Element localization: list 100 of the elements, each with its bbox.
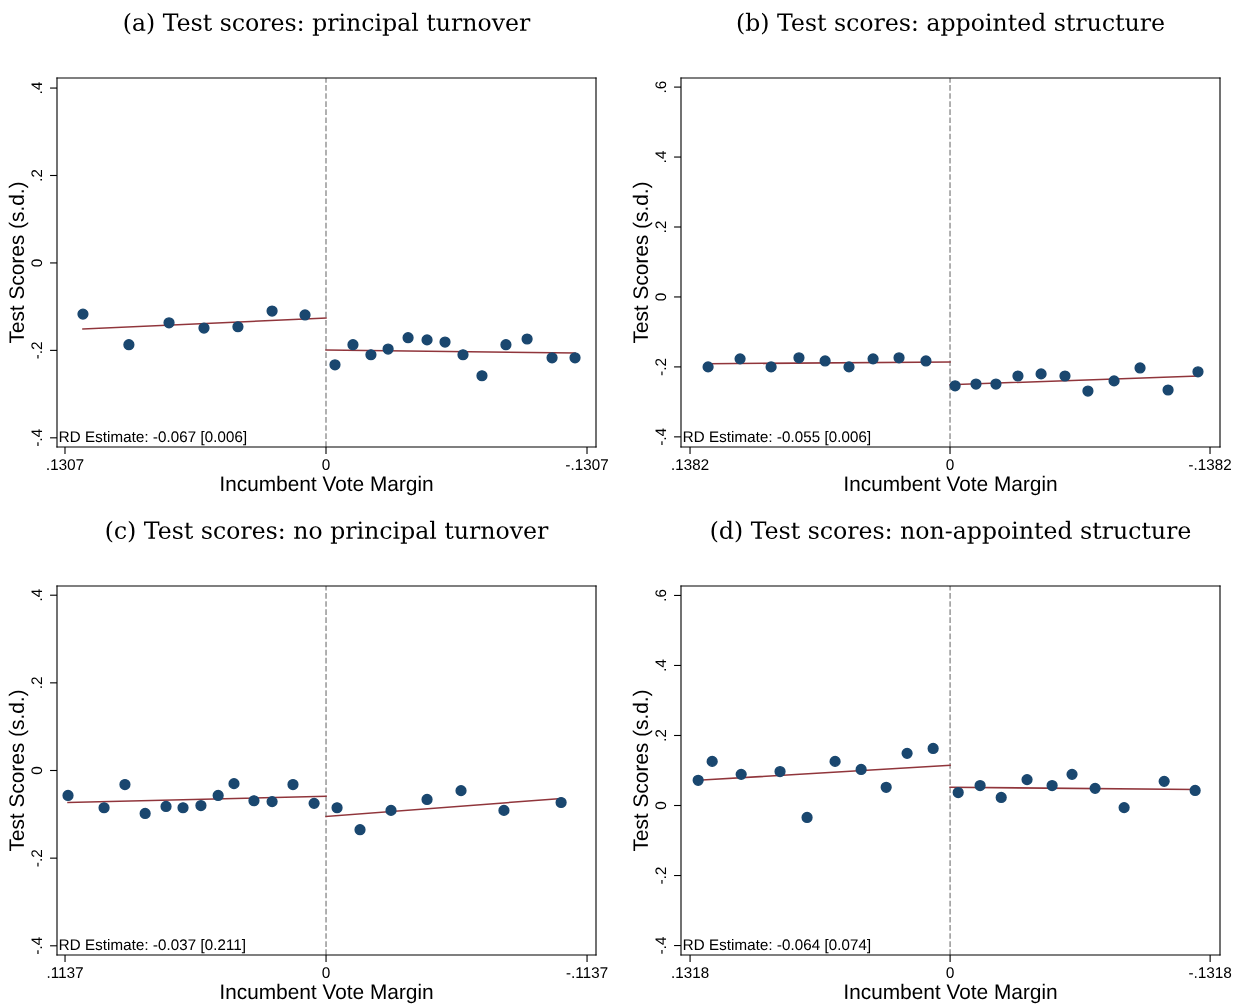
- point: [1192, 366, 1204, 378]
- point: [555, 796, 567, 809]
- point: [735, 768, 747, 780]
- point: [829, 755, 841, 768]
- point: [139, 807, 151, 820]
- point: [457, 349, 469, 361]
- annotation: RD Estimate: -0.037 [0.211]: [59, 938, 245, 954]
- y-axis-title: Test Scores (s.d.): [8, 182, 29, 344]
- point: [880, 781, 892, 793]
- x-tick-label: .1318: [672, 967, 709, 979]
- point: [1046, 779, 1058, 792]
- point: [1089, 782, 1101, 794]
- chart-title: (d) Test scores: non-appointed structure: [711, 520, 1191, 544]
- y-tick-label: -.4: [31, 429, 43, 447]
- point: [546, 352, 558, 364]
- y-tick-label: .6: [655, 81, 667, 93]
- point: [212, 789, 224, 802]
- point: [1108, 375, 1120, 387]
- point: [402, 332, 414, 344]
- point: [266, 796, 278, 808]
- y-tick-label: .4: [31, 589, 43, 601]
- point: [287, 778, 299, 791]
- point: [195, 799, 207, 812]
- point: [819, 355, 831, 367]
- point: [421, 334, 433, 346]
- point: [299, 309, 311, 321]
- x-axis-title: Incumbent Vote Margin: [221, 475, 433, 496]
- point: [990, 378, 1002, 390]
- point: [952, 786, 964, 799]
- point: [232, 321, 244, 333]
- y-tick-label: .2: [655, 729, 667, 741]
- point: [266, 305, 278, 317]
- y-tick-label: 0: [655, 293, 667, 301]
- x-axis-title: Incumbent Vote Margin: [221, 983, 433, 1004]
- point: [439, 336, 451, 348]
- point: [1162, 384, 1174, 396]
- point: [569, 352, 581, 364]
- point: [455, 785, 467, 797]
- point: [774, 765, 786, 778]
- y-tick-label: .6: [655, 589, 667, 601]
- point: [123, 339, 135, 351]
- annotation: RD Estimate: -0.055 [0.006]: [683, 430, 871, 446]
- point: [177, 802, 189, 814]
- point: [920, 355, 932, 367]
- y-tick-label: 0: [31, 766, 43, 775]
- point: [1035, 368, 1047, 380]
- x-tick-label: 0: [322, 459, 330, 471]
- point: [476, 370, 488, 382]
- x-tick-label: .1307: [47, 459, 84, 471]
- point: [163, 317, 175, 329]
- point: [1021, 773, 1033, 786]
- y-axis-title: Test Scores (s.d.): [8, 690, 29, 852]
- point: [734, 353, 746, 365]
- x-axis-title: Incumbent Vote Margin: [845, 475, 1057, 496]
- point: [702, 361, 714, 373]
- point: [949, 380, 961, 392]
- point: [974, 779, 986, 792]
- point: [329, 359, 341, 371]
- y-axis-title: Test Scores (s.d.): [632, 182, 653, 344]
- point: [228, 778, 240, 790]
- point: [901, 747, 913, 759]
- point: [421, 793, 433, 806]
- x-axis-title: Incumbent Vote Margin: [845, 983, 1057, 1004]
- point: [385, 804, 397, 816]
- x-tick-label: -.1307: [566, 459, 608, 471]
- point: [893, 352, 905, 364]
- chart-title: (c) Test scores: no principal turnover: [106, 520, 549, 544]
- point: [1082, 385, 1094, 397]
- x-tick-label: 0: [946, 967, 954, 979]
- point: [198, 322, 210, 334]
- y-tick-label: -.2: [655, 358, 667, 376]
- annotation: RD Estimate: -0.064 [0.074]: [683, 938, 871, 954]
- point: [692, 774, 704, 786]
- point: [801, 811, 813, 824]
- point: [1066, 768, 1078, 780]
- point: [855, 763, 867, 776]
- point: [765, 361, 777, 373]
- point: [119, 778, 131, 791]
- point: [77, 308, 89, 320]
- y-tick-label: .4: [655, 659, 667, 671]
- point: [1059, 370, 1071, 382]
- x-tick-label: 0: [946, 459, 954, 471]
- point: [347, 339, 359, 351]
- point: [160, 800, 172, 813]
- point: [793, 352, 805, 364]
- chart-title: (b) Test scores: appointed structure: [737, 12, 1164, 36]
- x-tick-label: .1382: [672, 459, 709, 471]
- point: [498, 804, 510, 816]
- point: [62, 789, 74, 802]
- x-tick-label: -.1382: [1189, 459, 1231, 471]
- y-tick-label: 0: [655, 801, 667, 810]
- point: [331, 802, 343, 814]
- x-tick-label: -.1137: [566, 967, 608, 979]
- point: [1158, 775, 1170, 787]
- point: [970, 378, 982, 390]
- y-tick-label: -.2: [31, 342, 43, 359]
- point: [867, 353, 879, 365]
- y-tick-label: -.2: [655, 867, 667, 884]
- point: [927, 742, 939, 755]
- y-tick-label: .2: [655, 221, 667, 232]
